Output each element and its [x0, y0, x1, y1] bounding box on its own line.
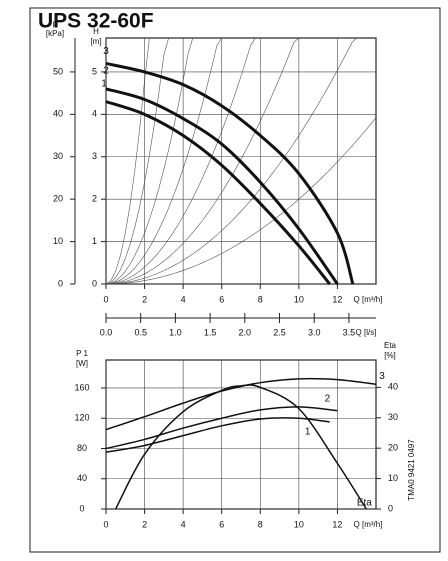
system-curve [105, 37, 256, 285]
series-label: 1 [305, 427, 311, 438]
x-axis-label: Q [m³/h] [354, 295, 383, 304]
x-tick-label: 6 [219, 294, 224, 304]
series-line [105, 100, 331, 285]
x2-tick-label: 3.0 [308, 327, 321, 337]
y-tick-label: 2 [92, 194, 97, 204]
series-line [105, 87, 339, 285]
y2-tick-label: 0 [58, 278, 63, 288]
series-label: 3 [379, 371, 385, 382]
chart-title: UPS 32-60F [38, 10, 154, 33]
y-tick-label: 1 [92, 236, 97, 246]
y-tick-label: 0 [92, 278, 97, 288]
y-tick-label: 40 [77, 473, 87, 483]
y2-axis-label: [kPa] [46, 29, 64, 38]
page-frame [29, 7, 441, 553]
y2-axis-label: Eta [384, 341, 397, 350]
series-label: 2 [325, 393, 331, 404]
y2-tick-label: 40 [388, 382, 398, 392]
series-line [105, 417, 330, 454]
y-axis-label: P 1 [76, 349, 88, 358]
y2-tick-label: 40 [53, 109, 63, 119]
series-line [105, 406, 338, 450]
x-tick-label: 0 [103, 519, 108, 529]
x-tick-label: 4 [181, 294, 186, 304]
x-tick-label: 4 [181, 519, 186, 529]
y-tick-label: 160 [74, 382, 89, 392]
series-label: 3 [103, 46, 109, 57]
x-tick-label: 12 [332, 294, 342, 304]
y2-tick-label: 0 [388, 503, 393, 513]
y-tick-label: 0 [79, 503, 84, 513]
y2-tick-label: 30 [53, 151, 63, 161]
system-curve [105, 37, 194, 285]
series-label: 1 [101, 78, 107, 89]
y-tick-label: 3 [92, 151, 97, 161]
x2-tick-label: 0.0 [100, 327, 113, 337]
x2-tick-label: 2.5 [273, 327, 286, 337]
series-label: Eta [357, 498, 372, 509]
footer-code: TMA0 9421 0497 [407, 439, 416, 501]
x-tick-label: 2 [142, 294, 147, 304]
series-line [105, 61, 355, 285]
y2-tick-label: 30 [388, 412, 398, 422]
x-tick-label: 8 [258, 519, 263, 529]
system-curve [105, 37, 169, 285]
x2-tick-label: 1.0 [169, 327, 182, 337]
plot-frame [105, 359, 377, 510]
system-curve [105, 37, 222, 285]
system-curve [105, 37, 150, 285]
x-tick-label: 10 [294, 294, 304, 304]
y-tick-label: 4 [92, 109, 97, 119]
x2-tick-label: 2.0 [239, 327, 252, 337]
series-label: 2 [103, 66, 109, 77]
y-tick-label: 80 [77, 443, 87, 453]
system-curve [105, 37, 300, 285]
x2-tick-label: 1.5 [204, 327, 217, 337]
system-curve [105, 117, 377, 285]
x2-tick-label: 3.5 [343, 327, 356, 337]
y2-tick-label: 10 [53, 236, 63, 246]
series-line [114, 384, 367, 510]
y-axis-label: [m] [90, 37, 101, 46]
y2-tick-label: 10 [388, 473, 398, 483]
x-tick-label: 8 [258, 294, 263, 304]
x-tick-label: 6 [219, 519, 224, 529]
y-tick-label: 120 [74, 413, 89, 423]
x-tick-label: 2 [142, 519, 147, 529]
y-tick-label: 5 [92, 66, 97, 76]
y-axis-label: H [93, 27, 99, 36]
y-axis-label: [W] [76, 359, 88, 368]
x-tick-label: 10 [294, 519, 304, 529]
y2-tick-label: 20 [388, 443, 398, 453]
y2-tick-label: 50 [53, 66, 63, 76]
system-curve [105, 37, 357, 285]
x2-axis-label: Q [l/s] [356, 328, 377, 337]
y2-axis-label: p [53, 19, 58, 28]
x2-tick-label: 0.5 [134, 327, 147, 337]
x-tick-label: 0 [103, 294, 108, 304]
x-tick-label: 12 [332, 519, 342, 529]
x-axis-label: Q [m³/h] [354, 520, 383, 529]
y2-axis-label: [%] [384, 351, 396, 360]
y2-tick-label: 20 [53, 194, 63, 204]
